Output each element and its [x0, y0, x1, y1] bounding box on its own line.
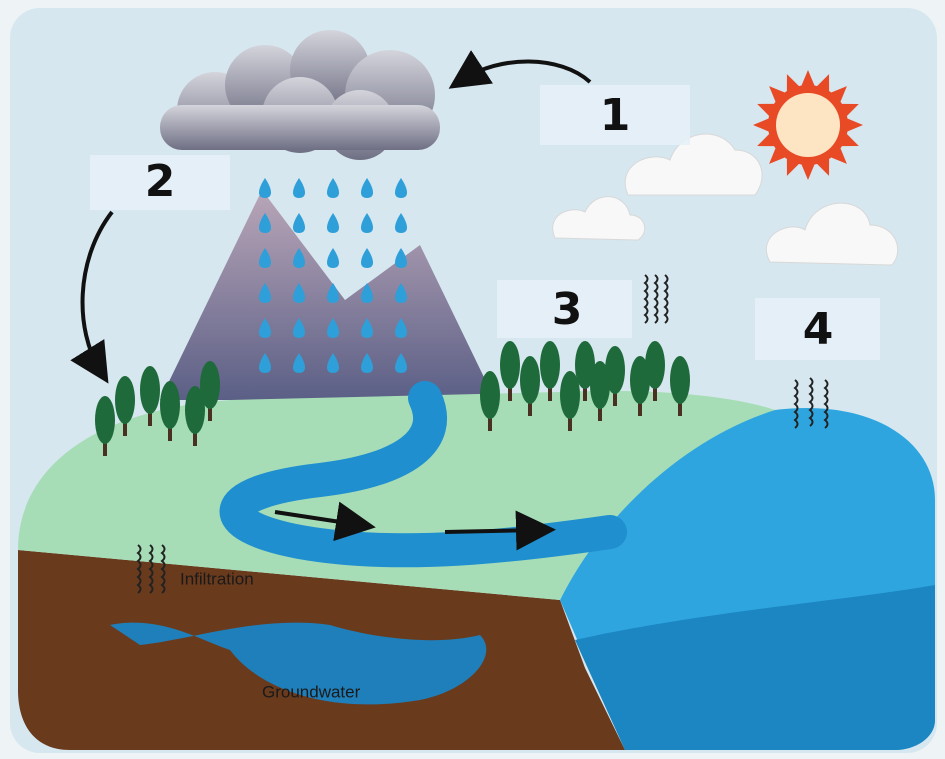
marker-label: 4: [803, 304, 834, 355]
tree-crown: [115, 376, 135, 424]
tree-crown: [500, 341, 520, 389]
infiltration-label: Infiltration: [180, 569, 254, 588]
tree-crown: [670, 356, 690, 404]
groundwater-label: Groundwater: [262, 682, 361, 701]
tree-crown: [160, 381, 180, 429]
marker-label: 1: [600, 90, 631, 141]
tree-crown: [140, 366, 160, 414]
tree-crown: [520, 356, 540, 404]
tree-crown: [605, 346, 625, 394]
flow-arrow: [445, 530, 540, 532]
tree-crown: [200, 361, 220, 409]
sun: [753, 70, 863, 180]
tree-crown: [645, 341, 665, 389]
page: 1 2 3 4 Infiltration Groundwater (() => …: [0, 0, 945, 759]
tree-crown: [540, 341, 560, 389]
marker-label: 2: [145, 156, 176, 207]
water-cycle-diagram: 1 2 3 4 Infiltration Groundwater: [0, 0, 945, 759]
marker-label: 3: [552, 284, 583, 335]
tree-crown: [95, 396, 115, 444]
sun-core: [776, 93, 840, 157]
tree-crown: [480, 371, 500, 419]
